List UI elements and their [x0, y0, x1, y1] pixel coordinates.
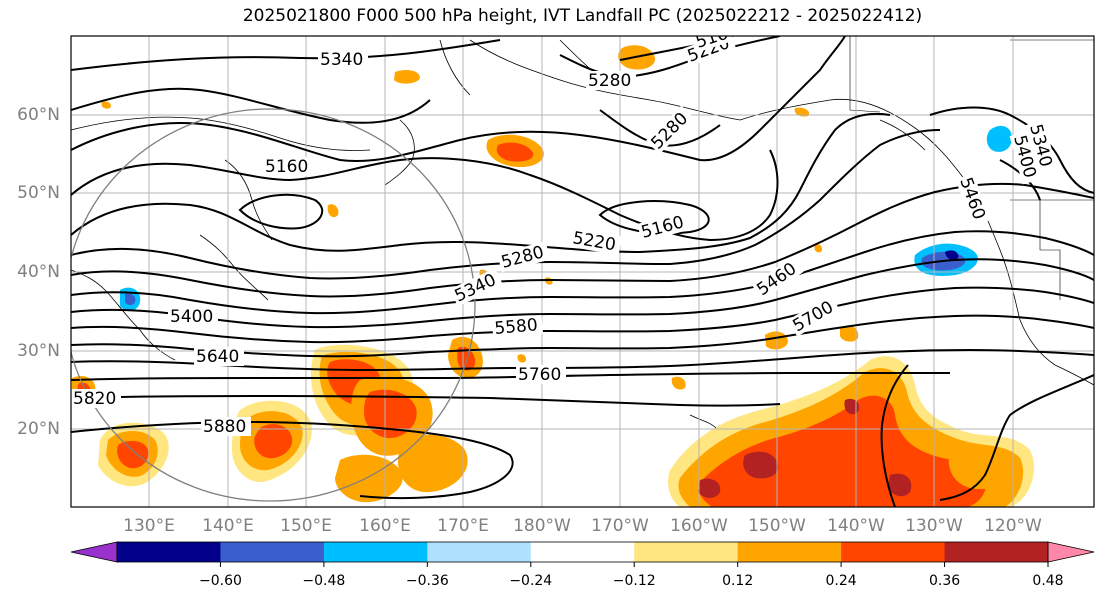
ivt-negative-shading: [120, 125, 1012, 311]
range-circle: [71, 108, 476, 502]
colorbar-tick-label: 0.48: [1032, 573, 1063, 589]
ivt-positive-shading: [72, 45, 1034, 507]
colorbar-segment: [323, 542, 428, 562]
colorbar-segment: [530, 542, 635, 562]
lon-label: 140°W: [827, 516, 885, 536]
colorbar-tick-label: 0.12: [722, 573, 753, 589]
lon-label: 120°W: [984, 516, 1042, 536]
lat-label: 50°N: [17, 183, 60, 203]
lon-label: 150°W: [748, 516, 806, 536]
colorbar-segment: [944, 542, 1049, 562]
lat-label: 40°N: [17, 262, 60, 282]
colorbar-segment: [841, 542, 946, 562]
lon-label: 140°E: [202, 516, 254, 536]
lon-label: 130°E: [123, 516, 175, 536]
lon-label: 160°W: [670, 516, 728, 536]
contour-label: 5340: [320, 50, 363, 70]
lon-label: 130°W: [905, 516, 963, 536]
colorbar: −0.60 −0.48 −0.36 −0.24 −0.12 0.12 0.24 0.36 0.4…: [70, 541, 1095, 589]
colorbar-extend-high: [1047, 541, 1095, 563]
contour-label: 5280: [588, 71, 631, 91]
lat-label: 60°N: [17, 105, 60, 125]
contour-label: 5760: [518, 365, 561, 385]
lon-label: 180°W: [513, 516, 571, 536]
colorbar-tick-label: −0.60: [199, 573, 242, 589]
contour-label: 5640: [196, 347, 239, 367]
colorbar-extend-low: [70, 541, 118, 563]
colorbar-tick-label: 0.24: [826, 573, 857, 589]
lon-labels: 130°E 140°E 150°E 160°E 170°E 180°W 170°…: [123, 516, 1042, 536]
contour-label: 5820: [73, 389, 116, 409]
map-frame: [70, 35, 1095, 508]
colorbar-tick-label: −0.12: [613, 573, 656, 589]
colorbar-tick-label: −0.48: [302, 573, 345, 589]
colorbar-tick-label: 0.36: [929, 573, 960, 589]
contour-label: 5400: [170, 307, 213, 327]
borders: [849, 36, 1094, 300]
colorbar-segment: [427, 542, 532, 562]
lon-label: 150°E: [280, 516, 332, 536]
colorbar-tick-label: −0.24: [509, 573, 552, 589]
lon-label: 160°E: [359, 516, 411, 536]
lon-label: 170°W: [591, 516, 649, 536]
lon-label: 170°E: [437, 516, 489, 536]
colorbar-tick-label: −0.36: [406, 573, 449, 589]
colorbar-segment: [117, 542, 221, 562]
lat-label: 20°N: [17, 419, 60, 439]
lat-label: 30°N: [17, 341, 60, 361]
lat-labels: 60°N 50°N 40°N 30°N 20°N: [17, 105, 60, 439]
colorbar-segment: [634, 542, 739, 562]
contour-label: 5160: [265, 157, 308, 177]
map-title: 2025021800 F000 500 hPa height, IVT Land…: [242, 6, 923, 26]
colorbar-outline: [116, 541, 1049, 563]
contour-label: 5880: [203, 417, 246, 437]
colorbar-segment: [737, 542, 842, 562]
colorbar-segment: [220, 542, 325, 562]
contour-label: 5580: [494, 315, 539, 339]
